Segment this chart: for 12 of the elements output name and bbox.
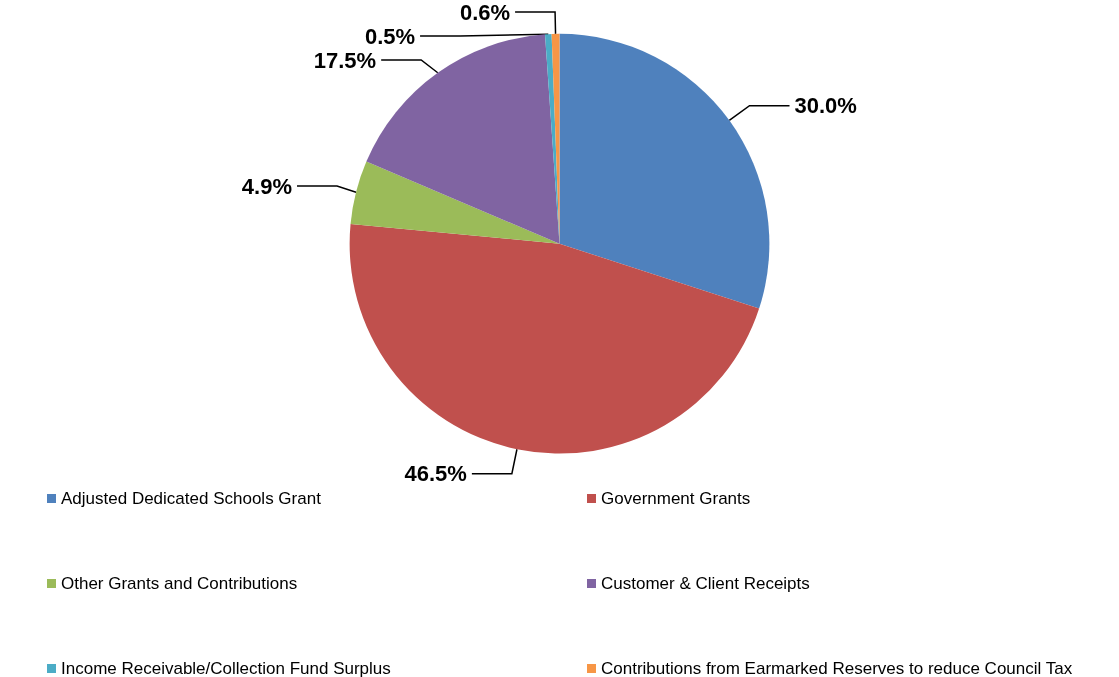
data-label: 17.5% [313, 47, 377, 73]
data-label: 46.5% [404, 461, 467, 487]
data-label: 0.6% [459, 0, 511, 25]
data-label: 0.5% [364, 23, 416, 49]
legend-label: Adjusted Dedicated Schools Grant [61, 489, 322, 508]
legend-label: Government Grants [601, 489, 751, 508]
legend-label: Income Receivable/Collection Fund Surplus [61, 659, 391, 677]
legend-label: Contributions from Earmarked Reserves to reduce Council Tax [601, 659, 1073, 677]
legend-label: Other Grants and Contributions [61, 574, 298, 593]
legend-label: Customer & Client Receipts [601, 574, 810, 593]
data-label: 4.9% [241, 173, 293, 199]
data-label: 30.0% [794, 93, 857, 119]
